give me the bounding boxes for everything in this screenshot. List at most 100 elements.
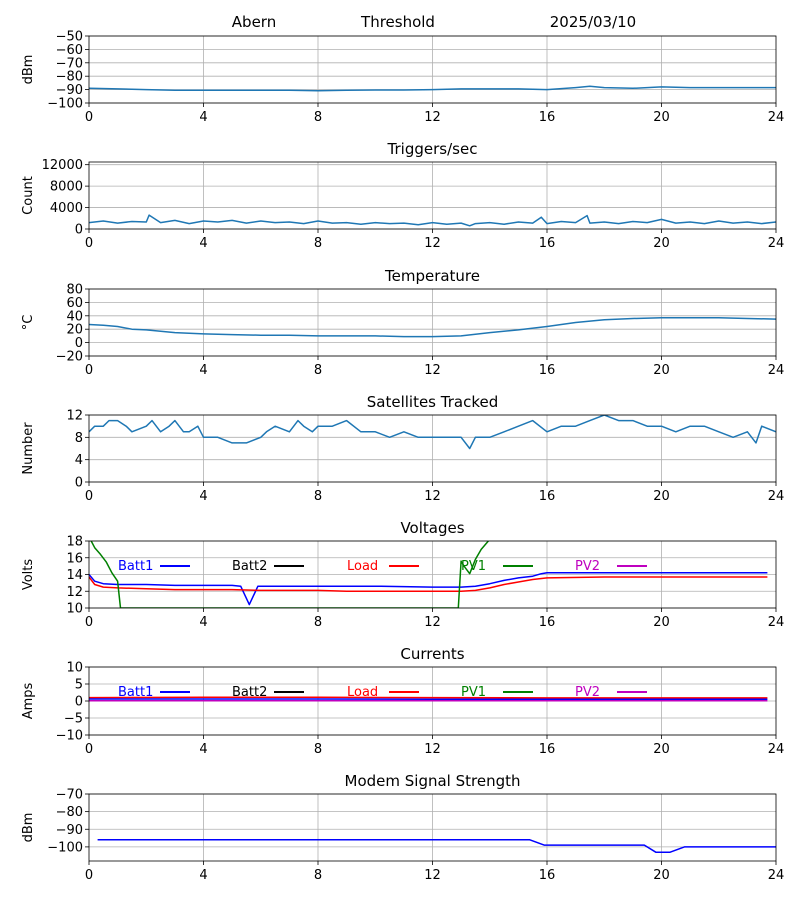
y-tick-label: −80 [56, 70, 83, 85]
x-tick-label: 0 [85, 110, 93, 125]
x-tick-label: 0 [85, 868, 93, 883]
y-tick-label: −5 [64, 712, 83, 727]
y-tick-label: −100 [47, 840, 83, 855]
x-tick-label: 20 [653, 489, 670, 504]
chart-title: Triggers/sec [387, 140, 478, 158]
x-tick-label: 16 [539, 489, 556, 504]
x-tick-label: 24 [768, 236, 785, 251]
x-tick-label: 20 [653, 742, 670, 757]
x-tick-label: 4 [199, 868, 207, 883]
y-axis-label: Volts [21, 559, 36, 591]
x-tick-label: 12 [424, 868, 441, 883]
legend-item: PV1 [461, 559, 533, 574]
x-tick-label: 20 [653, 868, 670, 883]
legend-label: PV1 [461, 559, 486, 574]
legend-item: Load [347, 559, 419, 574]
legend-label: Load [347, 559, 378, 574]
y-tick-label: −60 [56, 43, 83, 58]
y-tick-label: 5 [75, 678, 83, 693]
y-axis-label: Count [21, 176, 36, 215]
y-axis-label: dBm [21, 55, 36, 85]
legend-item: Batt2 [232, 685, 304, 700]
chart-title: Modem Signal Strength [345, 772, 521, 790]
x-tick-label: 16 [539, 236, 556, 251]
x-tick-label: 0 [85, 615, 93, 630]
x-tick-label: 24 [768, 363, 785, 378]
y-tick-label: −90 [56, 83, 83, 98]
y-tick-label: −10 [56, 729, 83, 744]
series-line-satellites [89, 415, 776, 450]
x-tick-label: 8 [314, 110, 322, 125]
y-tick-label: 12000 [42, 158, 83, 173]
y-tick-label: 60 [66, 296, 83, 311]
chart-satellites: 0 4 8 12 16 20 24 0 4 8 12 Satellites Tracked Number [21, 393, 784, 504]
legend-label: PV1 [461, 685, 486, 700]
y-tick-label: −80 [56, 805, 83, 820]
y-tick-label: −100 [47, 97, 83, 112]
x-tick-label: 4 [199, 615, 207, 630]
y-tick-label: −20 [56, 350, 83, 365]
series-line-load [89, 696, 768, 699]
y-tick-label: 4000 [50, 201, 83, 216]
y-axis-label: dBm [21, 813, 36, 843]
y-tick-label: 0 [75, 695, 83, 710]
legend-label: Batt2 [232, 559, 267, 574]
chart-title: Satellites Tracked [367, 393, 498, 411]
y-tick-label: 0 [75, 223, 83, 238]
chart-title: Voltages [400, 519, 464, 537]
x-tick-label: 12 [424, 363, 441, 378]
x-tick-label: 8 [314, 868, 322, 883]
y-tick-label: −90 [56, 823, 83, 838]
y-tick-label: 0 [75, 336, 83, 351]
y-axis-label: Amps [21, 682, 36, 719]
legend-label: Batt1 [118, 685, 153, 700]
x-tick-label: 24 [768, 742, 785, 757]
y-tick-label: 14 [66, 568, 83, 583]
y-tick-label: 8000 [50, 180, 83, 195]
x-tick-label: 20 [653, 363, 670, 378]
x-tick-label: 20 [653, 236, 670, 251]
legend-item: Batt1 [118, 685, 190, 700]
y-tick-label: 16 [66, 551, 83, 566]
x-tick-label: 4 [199, 236, 207, 251]
y-tick-label: 20 [66, 323, 83, 338]
chart-signal: 0 4 8 12 16 20 24 −100−90−80−70−60−50 dBm [21, 30, 784, 126]
x-tick-label: 24 [768, 615, 785, 630]
legend-item: Batt1 [118, 559, 190, 574]
x-tick-label: 16 [539, 110, 556, 125]
y-tick-label: 4 [75, 453, 83, 468]
x-tick-label: 12 [424, 615, 441, 630]
y-tick-label: 0 [75, 476, 83, 491]
x-tick-label: 12 [424, 489, 441, 504]
header-mode: Threshold [360, 13, 435, 31]
x-tick-label: 16 [539, 615, 556, 630]
legend-item: Load [347, 685, 419, 700]
x-tick-label: 20 [653, 615, 670, 630]
chart-modem: 0 4 8 12 16 20 24 −100 −90 −80 −70 Modem Signal Str… [21, 772, 784, 883]
y-tick-label: −70 [56, 56, 83, 71]
series-line-temperature [89, 317, 776, 338]
series-line-triggers [89, 214, 776, 227]
x-tick-label: 12 [424, 236, 441, 251]
y-tick-label: −50 [56, 30, 83, 45]
chart-title: Currents [400, 645, 464, 663]
x-tick-label: 8 [314, 363, 322, 378]
x-tick-label: 4 [199, 110, 207, 125]
x-tick-label: 24 [768, 868, 785, 883]
y-tick-label: 12 [66, 585, 83, 600]
x-tick-label: 16 [539, 363, 556, 378]
figure-header: Abern Threshold 2025/03/10 [232, 13, 636, 31]
legend-label: Load [347, 685, 378, 700]
header-station: Abern [232, 13, 276, 31]
y-tick-label: 12 [66, 409, 83, 424]
y-axis-label: Number [21, 422, 36, 475]
x-tick-label: 24 [768, 110, 785, 125]
legend-item: PV1 [461, 685, 533, 700]
chart-title: Temperature [384, 267, 480, 285]
series-line-batt1 [89, 572, 768, 606]
